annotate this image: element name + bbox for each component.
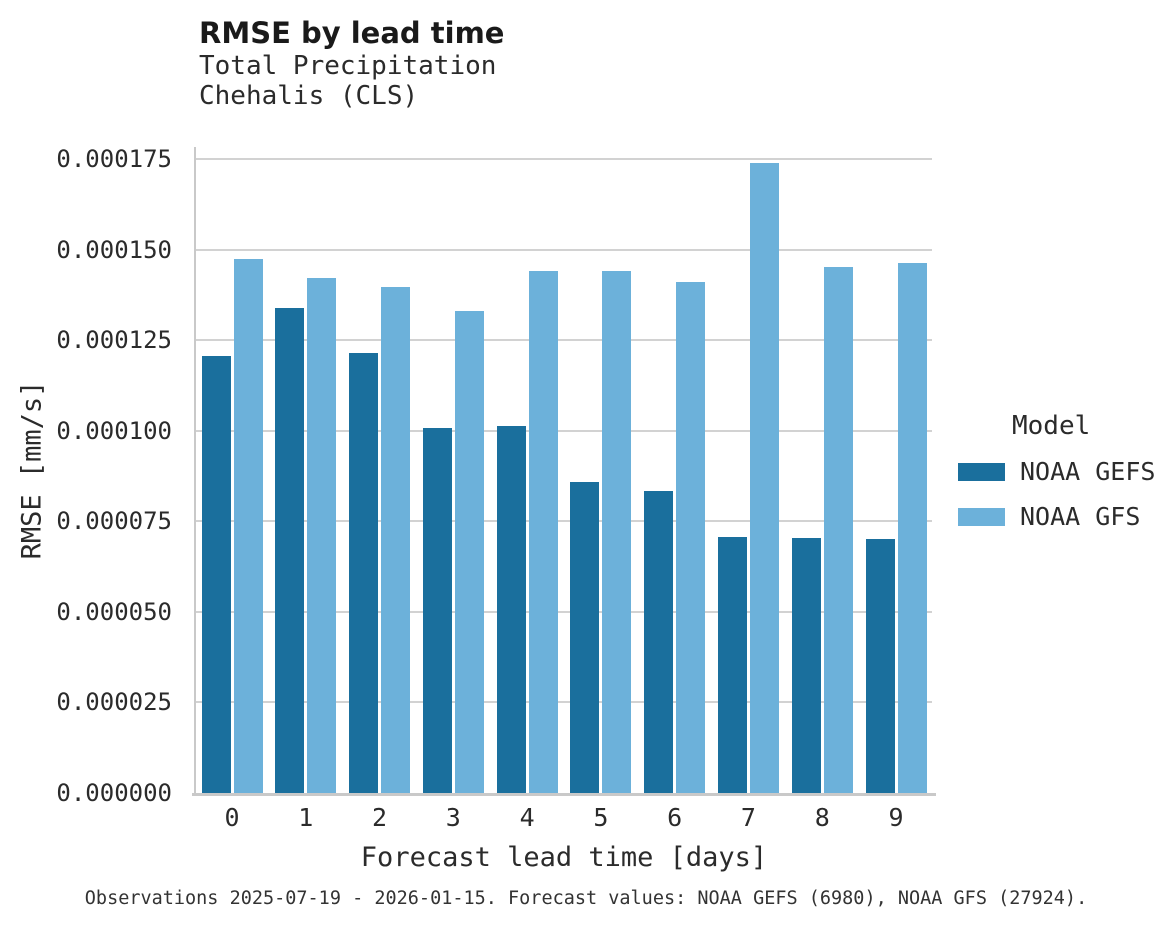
bar-noaa-gfs-lead-0 xyxy=(233,259,263,793)
y-axis-spine xyxy=(194,147,196,793)
bar-noaa-gefs-lead-2 xyxy=(349,352,379,793)
legend-entry-label: NOAA GFS xyxy=(1020,502,1141,531)
y-gridline xyxy=(196,610,932,613)
caption: Observations 2025-07-19 - 2026-01-15. Fo… xyxy=(84,888,1088,909)
x-tick-label: 4 xyxy=(519,803,535,832)
bar-noaa-gfs-lead-7 xyxy=(749,163,779,793)
plot-panel xyxy=(192,147,936,796)
y-gridline xyxy=(196,520,932,523)
x-axis-title: Forecast lead time [days] xyxy=(360,842,768,873)
bar-noaa-gefs-lead-3 xyxy=(422,428,452,793)
bar-noaa-gfs-lead-6 xyxy=(676,282,706,793)
x-tick-label: 1 xyxy=(298,803,314,832)
y-tick-label: 0.000000 xyxy=(56,779,172,807)
legend-entry-noaa-gfs: NOAA GFS xyxy=(958,502,1155,531)
y-tick-label: 0.000175 xyxy=(56,144,172,173)
y-gridline xyxy=(196,157,932,160)
bar-noaa-gefs-lead-6 xyxy=(644,491,674,793)
y-tick-label: 0.000100 xyxy=(56,416,172,445)
x-tick-label: 5 xyxy=(593,803,609,832)
bar-noaa-gfs-lead-4 xyxy=(528,270,558,793)
x-tick-label: 8 xyxy=(814,803,830,832)
y-tick-label: 0.000050 xyxy=(56,597,172,626)
legend-entry-noaa-gefs: NOAA GEFS xyxy=(958,457,1155,486)
chart-subtitle-line1: Total Precipitation xyxy=(199,51,497,81)
bar-noaa-gefs-lead-0 xyxy=(201,356,231,793)
legend: Model NOAA GEFS NOAA GFS xyxy=(958,411,1155,531)
x-tick-label: 2 xyxy=(372,803,388,832)
y-gridline xyxy=(196,701,932,704)
bar-noaa-gefs-lead-8 xyxy=(791,538,821,793)
y-gridline xyxy=(196,429,932,432)
chart-subtitle-line2: Chehalis (CLS) xyxy=(199,81,419,111)
x-tick-label: 3 xyxy=(445,803,461,832)
legend-title: Model xyxy=(1012,411,1091,441)
y-tick-label: 0.000025 xyxy=(56,688,172,717)
x-tick-label: 6 xyxy=(667,803,683,832)
bar-noaa-gfs-lead-1 xyxy=(307,278,337,793)
x-tick-label: 0 xyxy=(224,803,240,832)
y-axis-title: RMSE [mm/s] xyxy=(16,380,48,560)
x-tick-label: 9 xyxy=(888,803,904,832)
bar-noaa-gefs-lead-7 xyxy=(717,537,747,793)
bar-noaa-gfs-lead-2 xyxy=(381,287,411,793)
y-gridline xyxy=(196,339,932,342)
legend-swatch-noaa-gfs-icon xyxy=(958,507,1005,526)
bar-noaa-gfs-lead-3 xyxy=(454,311,484,793)
y-tick-label: 0.000150 xyxy=(56,235,172,264)
chart-title: RMSE by lead time xyxy=(199,16,505,50)
y-tick-label: 0.000125 xyxy=(56,326,172,355)
y-tick-label: 0.000075 xyxy=(56,507,172,536)
x-axis-spine xyxy=(192,793,936,796)
bar-noaa-gfs-lead-5 xyxy=(602,270,632,793)
bar-noaa-gfs-lead-8 xyxy=(823,267,853,793)
y-axis-tick-labels: 0.000000 0.000025 0.000050 0.000075 0.000100… xyxy=(30,144,172,807)
x-tick-label: 7 xyxy=(740,803,756,832)
bar-noaa-gefs-lead-5 xyxy=(570,482,600,793)
legend-swatch-noaa-gefs-icon xyxy=(958,462,1005,481)
bar-noaa-gefs-lead-4 xyxy=(496,425,526,793)
y-gridline xyxy=(196,248,932,251)
legend-entry-label: NOAA GEFS xyxy=(1020,457,1156,486)
x-axis-tick-labels: 0 1 2 3 4 5 6 7 8 9 xyxy=(196,803,932,837)
bar-noaa-gefs-lead-1 xyxy=(275,308,305,793)
bar-noaa-gefs-lead-9 xyxy=(865,538,895,793)
bar-noaa-gfs-lead-9 xyxy=(897,263,927,793)
